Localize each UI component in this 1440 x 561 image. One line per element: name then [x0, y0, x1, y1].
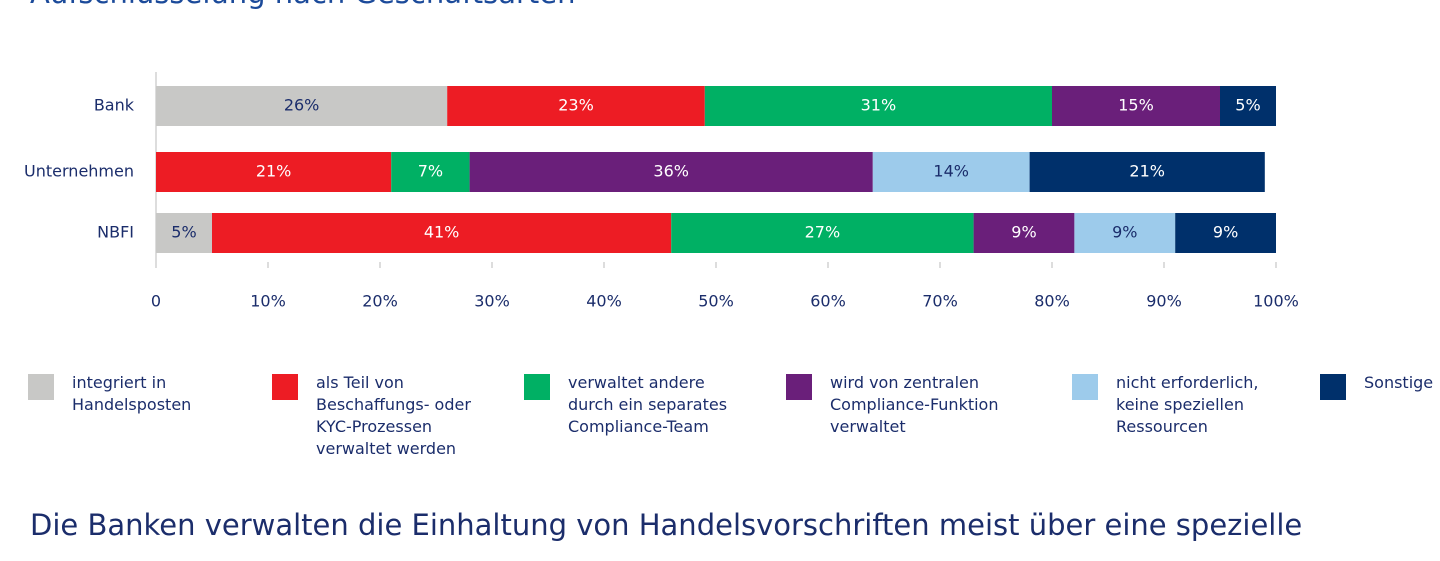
- bar-segment: [872, 152, 1030, 192]
- bar-segment: [1220, 86, 1276, 126]
- x-tick-label: 100%: [1253, 292, 1299, 311]
- x-tick-label: 30%: [474, 292, 510, 311]
- legend-label: als Teil von Beschaffungs- oder KYC-Proz…: [316, 373, 471, 458]
- x-tick-label: 20%: [362, 292, 398, 311]
- caption: Die Banken verwalten die Einhaltung von …: [30, 508, 1303, 542]
- data-label: 15%: [1118, 96, 1154, 115]
- legend-swatch: [786, 374, 812, 400]
- legend-label: integriert in Handelsposten: [72, 373, 192, 414]
- legend-swatch: [272, 374, 298, 400]
- legend-label: verwaltet andere durch ein separates Com…: [568, 373, 728, 436]
- y-tick-label: Unternehmen: [24, 162, 134, 181]
- bar-segment: [1074, 213, 1176, 253]
- data-label: 5%: [171, 223, 196, 242]
- data-label: 14%: [933, 162, 969, 181]
- x-tick-label: 60%: [810, 292, 846, 311]
- legend-swatch: [1320, 374, 1346, 400]
- legend-label: wird von zentralen Compliance-Funktion v…: [830, 373, 999, 436]
- data-label: 26%: [284, 96, 320, 115]
- bar-segment: [1175, 213, 1276, 253]
- bar-segment: [671, 213, 974, 253]
- data-label: 21%: [256, 162, 292, 181]
- data-label: 9%: [1011, 223, 1036, 242]
- bar-segment: [156, 213, 212, 253]
- legend-swatch: [524, 374, 550, 400]
- legend-swatch: [28, 374, 54, 400]
- data-label: 9%: [1112, 223, 1137, 242]
- chart: 0 10% 20% 30% 40% 50% 60% 70% 80% 90% 100% Bank 26% 2…: [24, 72, 1299, 311]
- y-tick-label: Bank: [94, 96, 135, 115]
- y-tick-label: NBFI: [97, 223, 134, 242]
- bar-segment: [212, 213, 672, 253]
- data-label: 21%: [1129, 162, 1165, 181]
- x-tick-label: 90%: [1146, 292, 1182, 311]
- x-tick-label: 40%: [586, 292, 622, 311]
- bar-segment: [156, 86, 448, 126]
- bar-segment: [1052, 86, 1220, 126]
- bar-segment: [469, 152, 873, 192]
- chart-title: Aufschlüsselung nach Geschäftsarten: [30, 0, 575, 10]
- data-label: 7%: [418, 162, 443, 181]
- legend-label: nicht erforderlich, keine speziellen Res…: [1116, 373, 1259, 436]
- data-label: 9%: [1213, 223, 1238, 242]
- x-tick-label: 50%: [698, 292, 734, 311]
- x-tick-label: 70%: [922, 292, 958, 311]
- data-label: 41%: [424, 223, 460, 242]
- bar-segment: [973, 213, 1075, 253]
- bar-segment: [156, 152, 392, 192]
- bar-segment: [391, 152, 470, 192]
- x-tick-label: 80%: [1034, 292, 1070, 311]
- data-label: 31%: [861, 96, 897, 115]
- data-label: 5%: [1235, 96, 1260, 115]
- data-label: 27%: [805, 223, 841, 242]
- legend-label: Sonstige: [1364, 373, 1434, 392]
- x-tick-label: 0: [151, 292, 161, 311]
- x-tick-label: 10%: [250, 292, 286, 311]
- legend-swatch: [1072, 374, 1098, 400]
- bar-segment: [1029, 152, 1265, 192]
- bar-segment: [704, 86, 1052, 126]
- bar-segment: [447, 86, 705, 126]
- data-label: 23%: [558, 96, 594, 115]
- data-label: 36%: [653, 162, 689, 181]
